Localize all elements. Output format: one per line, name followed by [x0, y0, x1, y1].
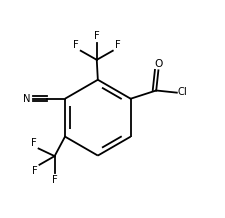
Text: F: F — [32, 166, 38, 176]
Text: F: F — [114, 40, 120, 50]
Text: F: F — [52, 175, 57, 185]
Text: N: N — [23, 94, 31, 104]
Text: F: F — [31, 138, 37, 148]
Text: F: F — [73, 40, 79, 50]
Text: Cl: Cl — [177, 87, 187, 97]
Text: O: O — [154, 59, 162, 69]
Text: F: F — [93, 31, 99, 41]
